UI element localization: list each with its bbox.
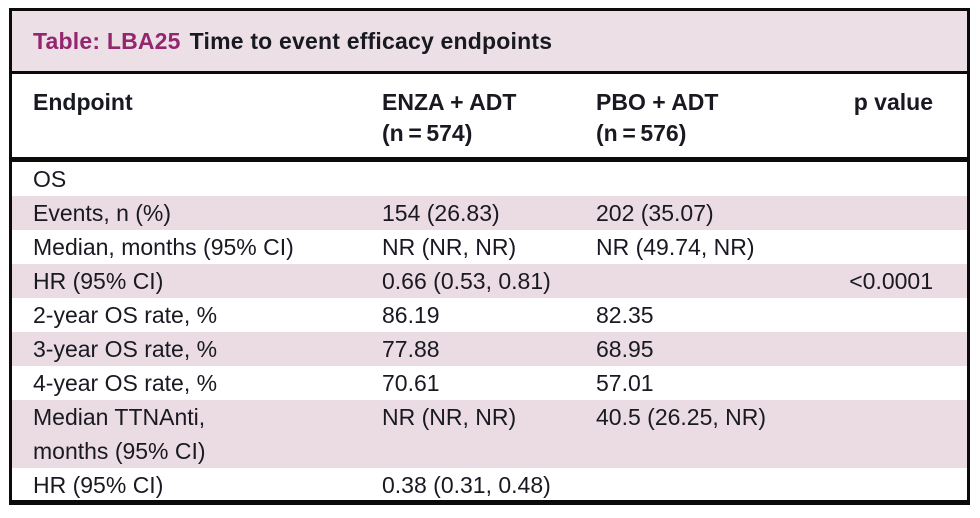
- table-header-row: Endpoint ENZA + ADT (n = 574) PBO + ADT …: [12, 74, 967, 162]
- pbo-sample-size: (n = 576): [596, 120, 687, 146]
- table-body: OS Events, n (%) 154 (26.83) 202 (35.07)…: [12, 162, 967, 500]
- table-row-os-hr: HR (95% CI) 0.66 (0.53, 0.81) <0.0001: [12, 264, 967, 298]
- efficacy-table: Table: LBA25 Time to event efficacy endp…: [9, 8, 970, 505]
- table-row-3year-os: 3-year OS rate, % 77.88 68.95: [12, 332, 967, 366]
- table-row-4year-os: 4-year OS rate, % 70.61 57.01: [12, 366, 967, 400]
- table-row-median-ttnanti: Median TTNAnti, months (95% CI) NR (NR, …: [12, 400, 967, 468]
- table-row-2year-os: 2-year OS rate, % 86.19 82.35: [12, 298, 967, 332]
- table-title-text: Time to event efficacy endpoints: [189, 27, 553, 54]
- table-row-events: Events, n (%) 154 (26.83) 202 (35.07): [12, 196, 967, 230]
- table-row-os-section: OS: [12, 162, 967, 196]
- table-row-ttnanti-hr: HR (95% CI) 0.38 (0.31, 0.48): [12, 468, 967, 500]
- table-id-label: Table: LBA25: [33, 27, 181, 54]
- enza-sample-size: (n = 574): [382, 120, 473, 146]
- column-header-p-value: p value: [853, 89, 933, 115]
- column-header-pbo-adt: PBO + ADT (n = 576): [596, 87, 846, 157]
- table-title-bar: Table: LBA25 Time to event efficacy endp…: [12, 11, 967, 74]
- column-header-endpoint: Endpoint: [33, 89, 133, 115]
- table-row-median-os: Median, months (95% CI) NR (NR, NR) NR (…: [12, 230, 967, 264]
- column-header-enza-adt: ENZA + ADT (n = 574): [382, 87, 596, 157]
